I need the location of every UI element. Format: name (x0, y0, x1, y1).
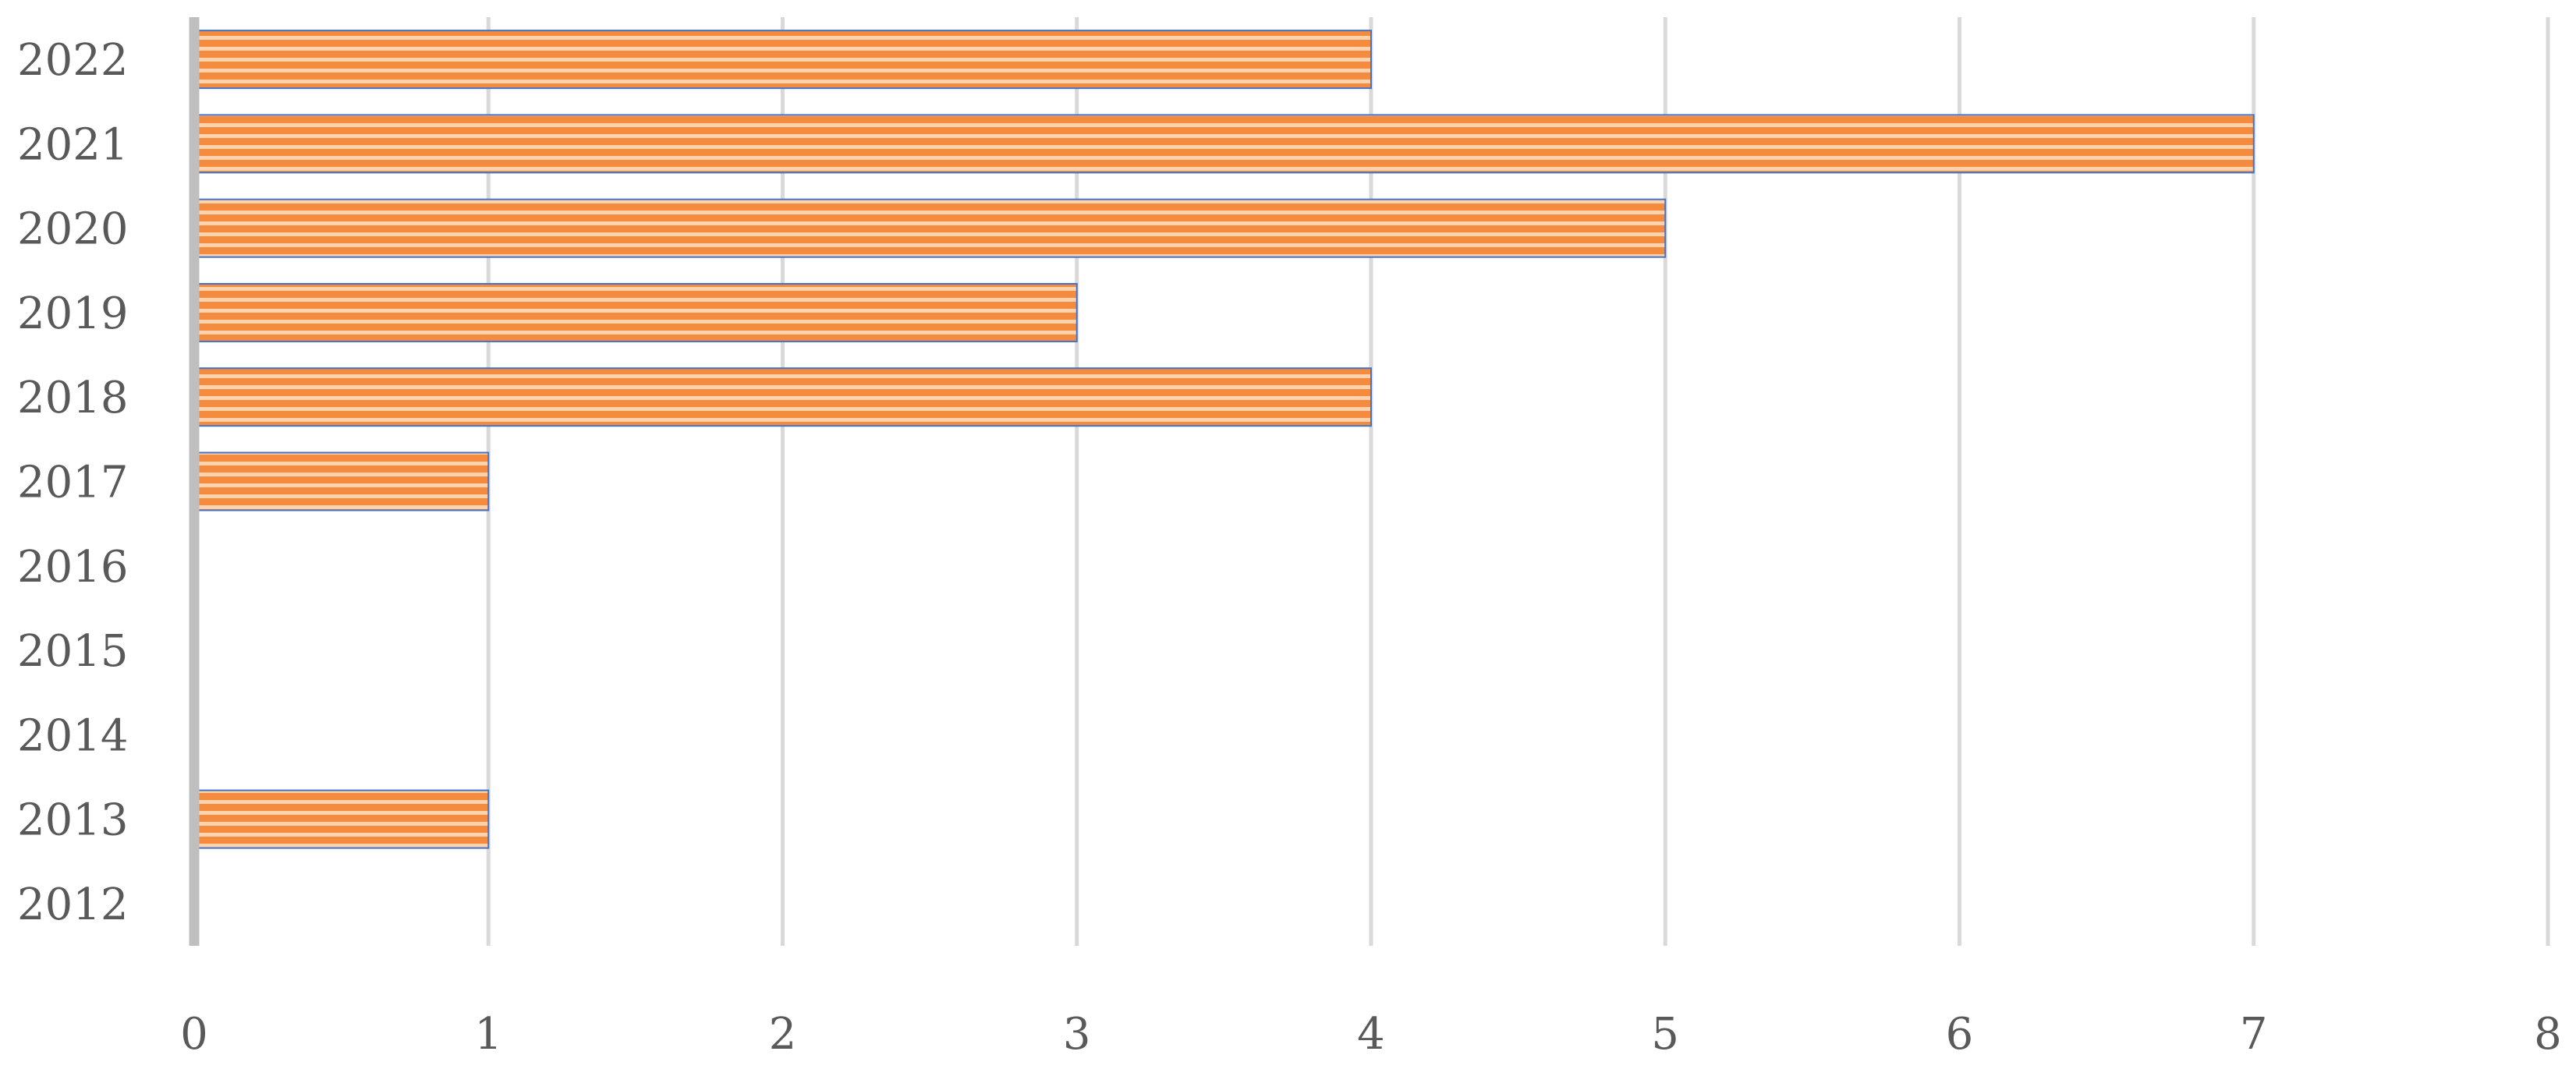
bars (193, 30, 2255, 849)
x-tick-label: 0 (180, 1009, 208, 1060)
x-tick-label: 8 (2534, 1009, 2562, 1060)
x-tick-label: 5 (1651, 1009, 1679, 1060)
y-tick-label: 2013 (17, 795, 129, 846)
x-tick-label: 6 (1946, 1009, 1974, 1060)
bar-2017 (193, 451, 490, 511)
bar-2022 (193, 30, 1372, 90)
y-tick-label: 2020 (17, 204, 129, 255)
bar-2018 (193, 367, 1372, 427)
bar-2013 (193, 789, 490, 849)
y-tick-label: 2017 (17, 458, 129, 508)
y-tick-label: 2021 (17, 119, 129, 170)
y-tick-label: 2015 (17, 626, 129, 677)
y-tick-label: 2014 (17, 710, 129, 761)
x-tick-label: 1 (474, 1009, 502, 1060)
y-tick-labels: 2012 2013 2014 2015 2016 2017 2018 2019 2020 2021… (17, 35, 129, 930)
x-tick-labels: 0 1 2 3 4 5 6 7 8 (180, 1009, 2562, 1060)
bar-2021 (193, 114, 2255, 174)
y-tick-label: 2016 (17, 542, 129, 593)
x-tick-label: 4 (1357, 1009, 1385, 1060)
y-tick-label: 2019 (17, 288, 129, 339)
bar-2019 (193, 282, 1078, 342)
bar-2020 (193, 198, 1667, 258)
y-tick-label: 2018 (17, 373, 129, 423)
y-tick-label: 2022 (17, 35, 129, 86)
x-tick-label: 2 (769, 1009, 797, 1060)
x-tick-label: 3 (1063, 1009, 1091, 1060)
x-tick-label: 7 (2240, 1009, 2268, 1060)
y-tick-label: 2012 (17, 880, 129, 930)
